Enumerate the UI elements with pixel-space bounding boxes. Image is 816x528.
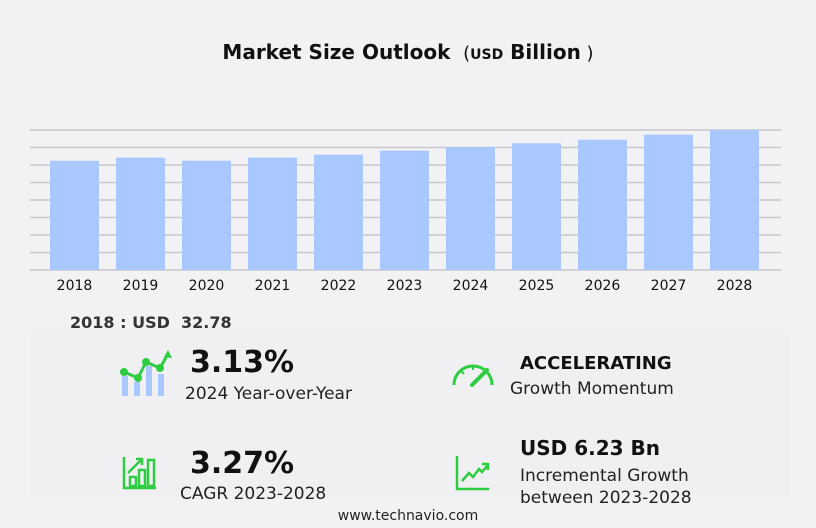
x-tick-label: 2024 xyxy=(453,278,489,294)
x-tick-label: 2021 xyxy=(255,278,291,294)
bar-2020 xyxy=(182,160,231,270)
x-tick-label: 2026 xyxy=(585,278,621,294)
yoy-label: 2024 Year-over-Year xyxy=(185,384,352,404)
bar-2026 xyxy=(578,139,627,270)
base-year-label: 2018 : USD 32.78 xyxy=(70,313,232,332)
speedometer-icon xyxy=(452,364,494,387)
incremental-label-line1: Incremental Growth xyxy=(520,466,689,486)
bar-2027 xyxy=(644,134,693,270)
bar-2022 xyxy=(314,154,363,270)
unit-suffix: Billion xyxy=(510,40,581,64)
unit-paren-open: ( xyxy=(457,43,471,64)
bar-2025 xyxy=(512,143,561,270)
stats-panel xyxy=(30,333,790,496)
chart-title: Market Size Outlook (USD Billion ) xyxy=(0,40,816,64)
x-tick-label: 2028 xyxy=(717,278,753,294)
bar-2024 xyxy=(446,147,495,270)
bar-2028 xyxy=(710,130,759,270)
bar-growth-icon xyxy=(122,457,156,490)
incremental-value: USD 6.23 Bn xyxy=(520,436,660,460)
bar-2021 xyxy=(248,157,297,270)
unit-paren-close: ) xyxy=(580,43,594,64)
momentum-label: Growth Momentum xyxy=(510,379,674,399)
cagr-value: 3.27% xyxy=(190,446,295,481)
x-tick-label: 2022 xyxy=(321,278,357,294)
x-tick-label: 2027 xyxy=(651,278,687,294)
x-tick-label: 2018 xyxy=(57,278,93,294)
base-value: 32.78 xyxy=(181,313,232,332)
footer-url: www.technavio.com xyxy=(337,508,479,524)
growth-chart-icon xyxy=(120,350,172,396)
chart-title-text: Market Size Outlook xyxy=(222,40,451,64)
bar-2019 xyxy=(116,157,165,270)
base-year: 2018 xyxy=(70,313,115,332)
unit-prefix: USD xyxy=(470,47,504,63)
cagr-label: CAGR 2023-2028 xyxy=(180,484,327,504)
x-tick-label: 2020 xyxy=(189,278,225,294)
bar-2023 xyxy=(380,150,429,270)
bar-2018 xyxy=(50,160,99,270)
base-currency: USD xyxy=(132,313,170,332)
incremental-label-line2: between 2023-2028 xyxy=(520,488,692,508)
x-tick-label: 2023 xyxy=(387,278,423,294)
x-tick-label: 2025 xyxy=(519,278,555,294)
momentum-value: ACCELERATING xyxy=(520,353,672,374)
line-growth-icon xyxy=(455,456,490,491)
yoy-value: 3.13% xyxy=(190,345,295,380)
bar-chart: 2018 2019 2020 2021 2022 2023 2024 2025 2026 2027… xyxy=(30,129,781,294)
x-tick-label: 2019 xyxy=(123,278,159,294)
